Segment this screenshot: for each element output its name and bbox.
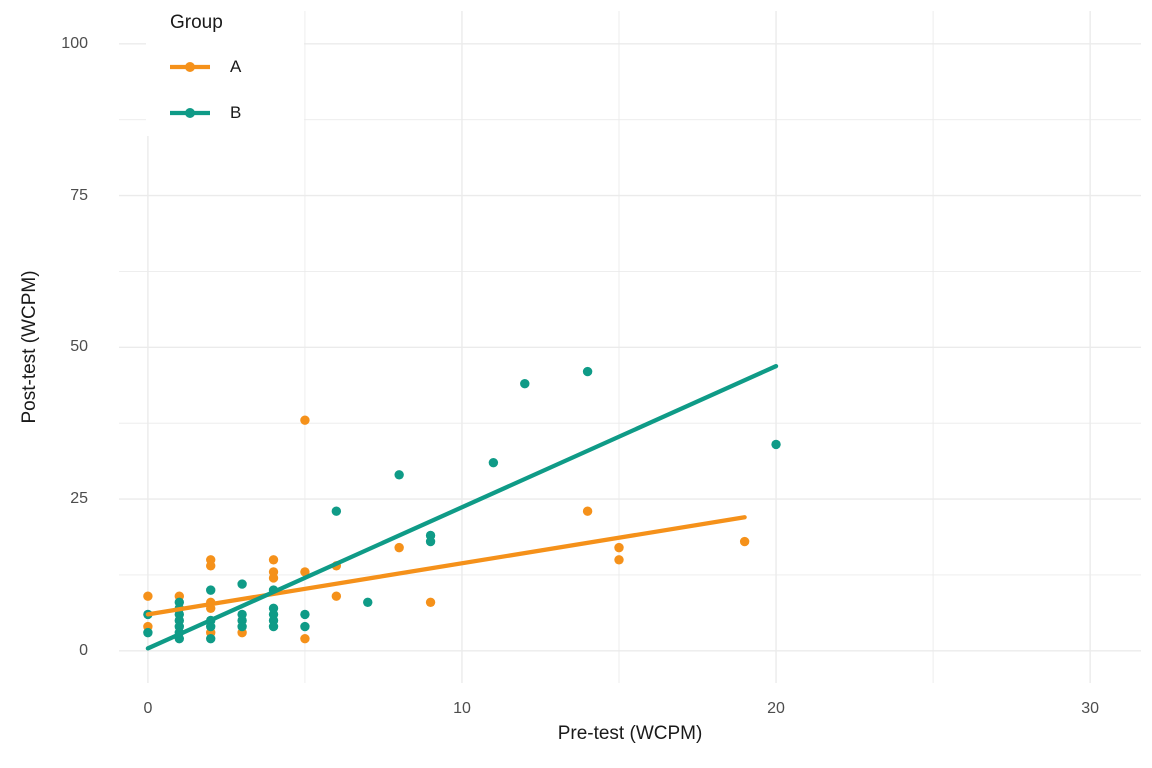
data-point-b bbox=[206, 621, 216, 632]
x-tick-label: 0 bbox=[143, 700, 153, 717]
data-point-b bbox=[237, 621, 247, 632]
data-point-b bbox=[268, 621, 279, 632]
y-tick-label: 100 bbox=[61, 34, 88, 52]
legend-title: Group bbox=[170, 12, 223, 33]
data-point-a bbox=[268, 555, 279, 565]
data-point-b bbox=[300, 609, 310, 620]
legend: Group A B bbox=[146, 4, 304, 136]
trendline-a bbox=[145, 515, 747, 617]
data-point-b bbox=[300, 621, 310, 632]
legend-label-b: B bbox=[230, 103, 242, 122]
data-point-a bbox=[300, 633, 310, 644]
data-point-b bbox=[394, 470, 404, 480]
x-tick-label: 10 bbox=[453, 700, 471, 717]
data-point-a bbox=[394, 542, 404, 553]
data-point-b bbox=[237, 579, 247, 589]
x-tick-label: 30 bbox=[1081, 700, 1100, 717]
data-point-a bbox=[206, 561, 216, 571]
x-axis-title: Pre-test (WCPM) bbox=[557, 723, 703, 744]
legend-label-a: A bbox=[230, 57, 242, 76]
y-tick-label: 75 bbox=[70, 186, 88, 204]
data-point-b bbox=[206, 585, 216, 595]
data-point-a bbox=[143, 591, 153, 601]
data-point-a bbox=[582, 506, 593, 516]
data-point-a bbox=[425, 597, 436, 607]
data-point-b bbox=[206, 633, 216, 644]
data-point-a bbox=[614, 542, 624, 553]
data-point-b bbox=[425, 536, 436, 547]
trendline-b bbox=[145, 363, 779, 651]
legend-key-a-icon bbox=[170, 62, 210, 72]
y-tick-label: 0 bbox=[79, 641, 88, 659]
data-point-b bbox=[488, 457, 499, 468]
data-point-b bbox=[582, 366, 593, 377]
data-point-b bbox=[331, 506, 342, 516]
data-point-a bbox=[614, 555, 624, 565]
legend-item-a: A bbox=[168, 44, 304, 90]
data-point-b bbox=[143, 627, 153, 638]
data-point-a bbox=[268, 573, 279, 583]
data-point-a bbox=[300, 567, 310, 577]
legend-item-b: B bbox=[168, 90, 304, 136]
y-tick-label: 50 bbox=[70, 338, 88, 356]
x-tick-label: 20 bbox=[767, 700, 785, 717]
data-point-b bbox=[520, 379, 530, 389]
y-tick-label: 25 bbox=[70, 490, 88, 508]
data-point-b bbox=[771, 439, 781, 450]
legend-key-b-icon bbox=[170, 108, 210, 118]
data-point-a bbox=[331, 591, 342, 601]
data-point-b bbox=[363, 597, 373, 607]
data-point-a bbox=[739, 536, 750, 547]
data-point-a bbox=[300, 415, 310, 425]
y-axis-title: Post-test (WCPM) bbox=[19, 270, 40, 424]
